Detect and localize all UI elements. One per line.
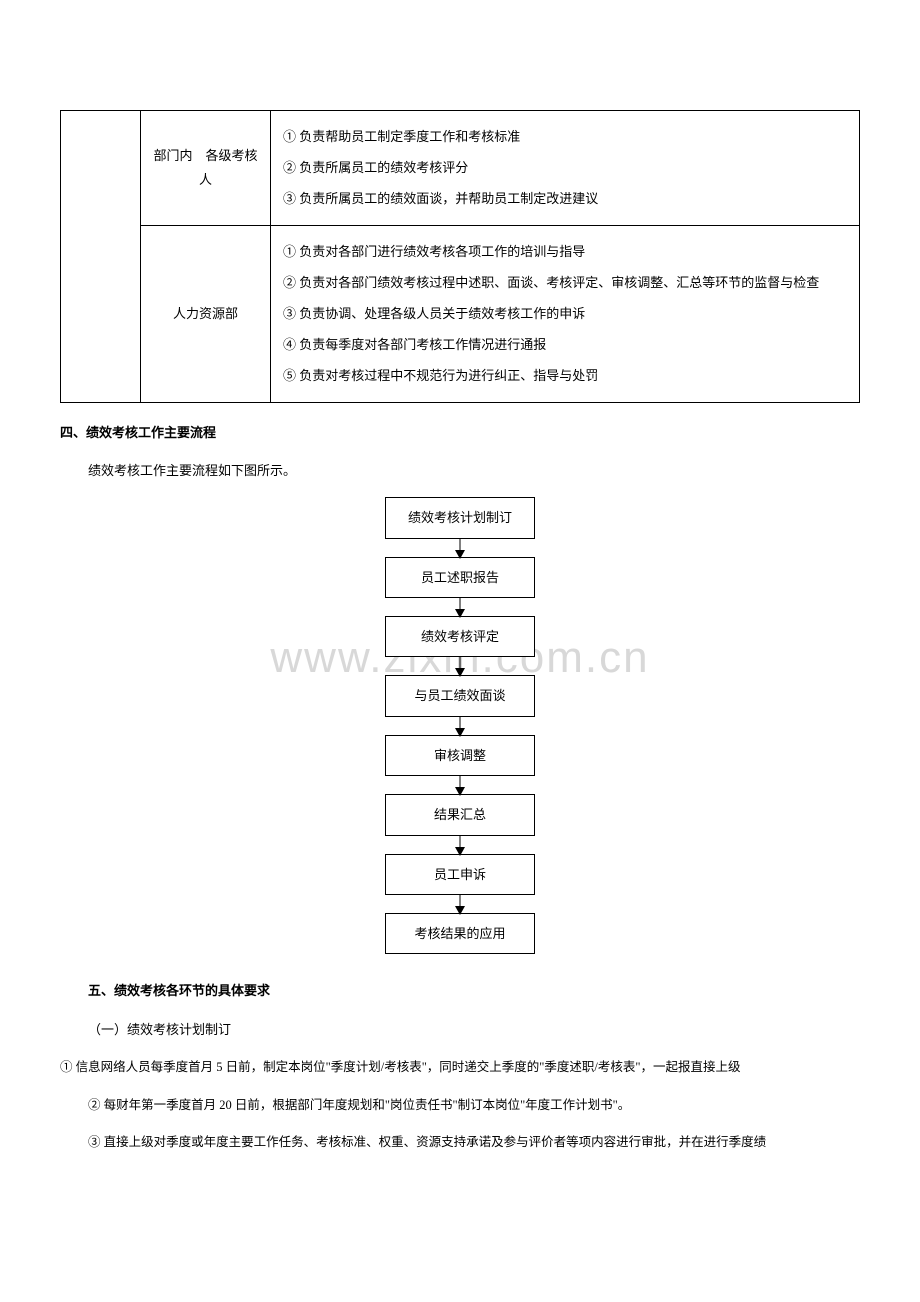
flow-node: 考核结果的应用	[385, 913, 535, 954]
responsibility-table: 部门内 各级考核人 ① 负责帮助员工制定季度工作和考核标准 ② 负责所属员工的绩…	[60, 110, 860, 403]
duty-line: ① 负责对各部门进行绩效考核各项工作的培训与指导	[283, 236, 847, 267]
table-cell-duties: ① 负责对各部门进行绩效考核各项工作的培训与指导 ② 负责对各部门绩效考核过程中…	[271, 225, 860, 402]
page-content: 部门内 各级考核人 ① 负责帮助员工制定季度工作和考核标准 ② 负责所属员工的绩…	[0, 0, 920, 1209]
section-4-intro: 绩效考核工作主要流程如下图所示。	[88, 459, 860, 482]
flow-node: 绩效考核评定	[385, 616, 535, 657]
requirement-item-1: ① 信息网络人员每季度首月 5 日前，制定本岗位"季度计划/考核表"，同时递交上…	[60, 1056, 860, 1079]
duty-line: ② 负责所属员工的绩效考核评分	[283, 152, 847, 183]
duty-line: ④ 负责每季度对各部门考核工作情况进行通报	[283, 329, 847, 360]
flow-node: 审核调整	[385, 735, 535, 776]
section-4-title: 四、绩效考核工作主要流程	[60, 421, 860, 444]
flow-node: 结果汇总	[385, 794, 535, 835]
duty-line: ② 负责对各部门绩效考核过程中述职、面谈、考核评定、审核调整、汇总等环节的监督与…	[283, 267, 847, 298]
table-cell-duties: ① 负责帮助员工制定季度工作和考核标准 ② 负责所属员工的绩效考核评分 ③ 负责…	[271, 111, 860, 226]
duty-line: ③ 负责协调、处理各级人员关于绩效考核工作的申诉	[283, 298, 847, 329]
duty-line: ⑤ 负责对考核过程中不规范行为进行纠正、指导与处罚	[283, 360, 847, 391]
table-cell-role: 人力资源部	[141, 225, 271, 402]
flow-node: 绩效考核计划制订	[385, 497, 535, 538]
process-flowchart: 绩效考核计划制订 员工述职报告 绩效考核评定 与员工绩效面谈 审核调整 结果汇总…	[60, 497, 860, 954]
requirement-item-3: ③ 直接上级对季度或年度主要工作任务、考核标准、权重、资源支持承诺及参与评价者等…	[88, 1131, 860, 1154]
flow-node: 员工申诉	[385, 854, 535, 895]
duty-line: ① 负责帮助员工制定季度工作和考核标准	[283, 121, 847, 152]
requirement-item-2: ② 每财年第一季度首月 20 日前，根据部门年度规划和"岗位责任书"制订本岗位"…	[88, 1094, 860, 1117]
table-cell-role: 部门内 各级考核人	[141, 111, 271, 226]
section-5-title: 五、绩效考核各环节的具体要求	[88, 979, 860, 1002]
table-row: 人力资源部 ① 负责对各部门进行绩效考核各项工作的培训与指导 ② 负责对各部门绩…	[61, 225, 860, 402]
section-5-sub1: （一）绩效考核计划制订	[88, 1018, 860, 1041]
table-empty-cell	[61, 111, 141, 403]
flow-node: 员工述职报告	[385, 557, 535, 598]
table-row: 部门内 各级考核人 ① 负责帮助员工制定季度工作和考核标准 ② 负责所属员工的绩…	[61, 111, 860, 226]
flow-node: 与员工绩效面谈	[385, 675, 535, 716]
duty-line: ③ 负责所属员工的绩效面谈，并帮助员工制定改进建议	[283, 183, 847, 214]
